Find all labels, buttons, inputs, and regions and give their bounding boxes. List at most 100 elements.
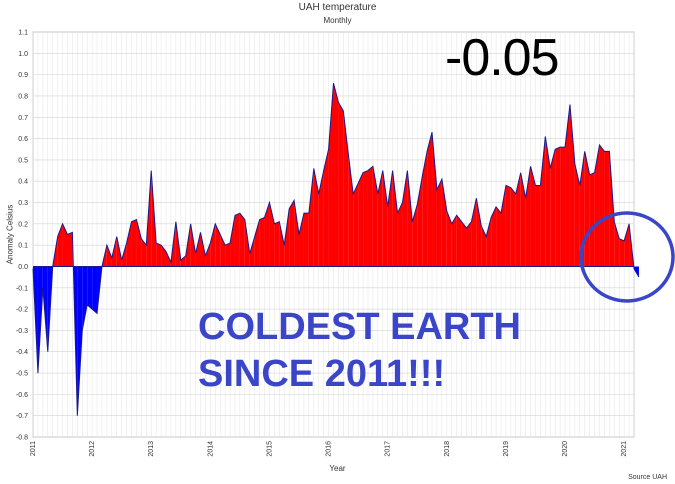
anomaly-area-segment	[560, 147, 566, 267]
series-line	[32, 83, 640, 416]
anomaly-area-segment	[303, 213, 309, 267]
x-tick-label: 2013	[148, 441, 155, 457]
anomaly-area-segment	[461, 221, 467, 267]
anomaly-area-segment	[338, 102, 344, 267]
anomaly-area-segment	[190, 223, 196, 267]
anomaly-area-segment	[230, 215, 235, 267]
y-tick-label: 1.0	[18, 51, 28, 58]
anomaly-area-segment	[569, 104, 575, 267]
anomaly-area-segment	[225, 243, 231, 267]
y-tick-label: -0.2	[16, 307, 28, 314]
x-tick-label: 2014	[207, 441, 214, 457]
anomaly-area-segment	[367, 166, 373, 267]
y-tick-label: -0.6	[16, 392, 28, 399]
anomaly-area-segment	[451, 215, 457, 267]
anomaly-area-segment	[323, 149, 329, 267]
anomaly-area-segment	[407, 170, 413, 267]
y-tick-label: -0.7	[16, 413, 28, 420]
anomaly-area-segment	[200, 232, 206, 267]
x-tick-label: 2020	[562, 441, 569, 457]
headline-line-2: SINCE 2011!!!	[198, 353, 446, 395]
anomaly-area-segment	[604, 151, 610, 267]
x-tick-label: 2019	[503, 441, 510, 457]
anomaly-area-segment	[156, 243, 162, 267]
anomaly-area-segment	[619, 238, 625, 267]
anomaly-area-segment	[540, 136, 546, 267]
anomaly-area-segment	[333, 83, 339, 267]
anomaly-area-segment	[141, 238, 147, 267]
anomaly-area-segment	[574, 164, 580, 267]
x-tick-label: 2011	[30, 441, 37, 456]
anomaly-area-segment	[126, 221, 132, 267]
anomaly-area-segment	[264, 202, 270, 267]
y-tick-label: 0.3	[18, 200, 28, 207]
anomaly-area-segment	[318, 170, 324, 267]
anomaly-area-segment	[476, 198, 482, 267]
anomaly-area-segment	[372, 166, 378, 267]
anomaly-area-segment	[348, 153, 354, 267]
anomaly-area-segment	[274, 221, 280, 267]
anomaly-area-segment	[545, 136, 551, 267]
x-tick-label: 2016	[326, 441, 333, 457]
anomaly-area-segment	[471, 198, 477, 267]
anomaly-area-segment	[239, 213, 245, 267]
anomaly-area-segment	[82, 266, 88, 331]
anomaly-area-segment	[254, 219, 260, 267]
anomaly-area-segment	[412, 204, 418, 267]
y-tick-label: -0.1	[16, 285, 28, 292]
anomaly-area-segment	[486, 217, 492, 267]
anomaly-area-segment	[427, 132, 433, 267]
anomaly-area-segment	[446, 211, 452, 267]
anomaly-area-segment	[343, 110, 349, 267]
anomaly-area-segment	[505, 185, 511, 267]
anomaly-area-segment	[106, 245, 112, 267]
x-tick-label: 2017	[385, 441, 392, 457]
anomaly-area-segment	[131, 219, 137, 267]
y-tick-label: 0.2	[18, 221, 28, 228]
anomaly-area-segment	[441, 179, 447, 267]
anomaly-area-segment	[515, 172, 521, 267]
anomaly-area-segment	[215, 223, 221, 267]
headline-line-1: COLDEST EARTH	[198, 306, 521, 348]
anomaly-area-segment	[500, 185, 506, 267]
y-tick-label: -0.3	[16, 328, 28, 335]
y-tick-label: -0.4	[16, 349, 28, 356]
anomaly-area-segment	[249, 236, 255, 267]
highlight-circle	[579, 211, 675, 303]
anomaly-area-segment	[299, 213, 304, 267]
anomaly-area-segment	[358, 172, 364, 267]
anomaly-area-segment	[136, 219, 142, 267]
y-tick-label: 0.9	[18, 72, 28, 79]
anomaly-area-segment	[530, 166, 536, 267]
annotation-layer	[579, 211, 675, 303]
headline-annotation: COLDEST EARTH SINCE 2011!!!	[198, 304, 521, 398]
x-axis-label: Year	[329, 464, 346, 473]
chart-subtitle: Monthly	[323, 16, 352, 25]
anomaly-area-segment	[259, 217, 265, 267]
y-tick-label: 1.1	[18, 30, 28, 37]
anomaly-area-segment	[62, 223, 68, 267]
anomaly-area-segment	[599, 144, 605, 267]
anomaly-area-segment	[387, 170, 393, 267]
anomaly-area-segment	[195, 232, 201, 267]
anomaly-area-segment	[234, 213, 240, 267]
anomaly-area-segment	[392, 170, 398, 267]
anomaly-area-segment	[614, 221, 620, 267]
y-axis-label: Anomaly Celsius	[5, 204, 15, 265]
source-label: Source UAH	[628, 474, 667, 481]
anomaly-area-segment	[436, 179, 442, 267]
anomaly-area-segment	[289, 200, 295, 267]
x-tick-label: 2015	[266, 441, 273, 457]
anomaly-area-segment	[87, 266, 93, 310]
anomaly-area-segment	[609, 151, 615, 267]
anomaly-area-segment	[496, 206, 501, 267]
axis-layer: 1.1 1.0 0.9 0.8 0.7 0.6 0.5 0.4 0.3 0.2 0.1 0.0 -0.1…	[16, 30, 628, 457]
x-tick-label: 2018	[444, 441, 451, 457]
anomaly-area-segment	[328, 83, 334, 267]
anomaly-area-segment	[77, 266, 83, 416]
anomaly-area-segment	[382, 170, 388, 267]
y-tick-label: 0.6	[18, 136, 28, 143]
anomaly-area-segment	[510, 187, 516, 267]
x-tick-label: 2012	[89, 441, 96, 457]
